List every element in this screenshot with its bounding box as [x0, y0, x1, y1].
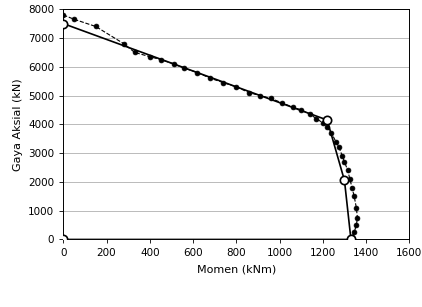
Eksak [279, 101, 284, 105]
Eksak [325, 125, 330, 129]
Eksak [93, 25, 98, 28]
Eksak [158, 58, 163, 61]
Eksak [340, 154, 345, 158]
Eksak [349, 186, 354, 189]
Eksak [355, 216, 360, 220]
Eksak [221, 81, 226, 84]
Eksak [247, 91, 252, 95]
Penyederhanaan [349, 238, 354, 241]
Eksak [349, 235, 354, 239]
Eksak [354, 223, 359, 227]
Eksak [147, 55, 152, 59]
Penyederhanaan [342, 179, 347, 182]
Eksak [299, 108, 304, 112]
Eksak [347, 177, 352, 181]
Eksak [290, 105, 295, 109]
Eksak [122, 42, 127, 46]
Eksak [195, 71, 200, 74]
Eksak [72, 17, 77, 21]
Eksak [352, 194, 357, 198]
Penyederhanaan [325, 118, 330, 122]
Eksak [320, 121, 325, 125]
X-axis label: Momen (kNm): Momen (kNm) [197, 264, 276, 274]
Eksak [268, 97, 273, 100]
Y-axis label: Gaya Aksial (kN): Gaya Aksial (kN) [13, 78, 23, 171]
Eksak [208, 76, 213, 80]
Eksak [336, 146, 341, 149]
Eksak [352, 231, 357, 234]
Eksak [354, 206, 359, 210]
Eksak [171, 62, 176, 66]
Line: Penyederhanaan: Penyederhanaan [59, 19, 355, 244]
Eksak [132, 51, 137, 54]
Eksak [61, 13, 66, 17]
Eksak [333, 140, 338, 143]
Eksak [345, 169, 350, 172]
Eksak [329, 131, 334, 135]
Eksak [307, 112, 312, 116]
Penyederhanaan [61, 22, 66, 25]
Eksak [234, 85, 239, 89]
Eksak [314, 117, 319, 120]
Eksak [342, 160, 347, 164]
Eksak [182, 66, 187, 70]
Line: Eksak: Eksak [61, 13, 360, 239]
Eksak [257, 94, 262, 97]
Penyederhanaan [61, 238, 66, 241]
